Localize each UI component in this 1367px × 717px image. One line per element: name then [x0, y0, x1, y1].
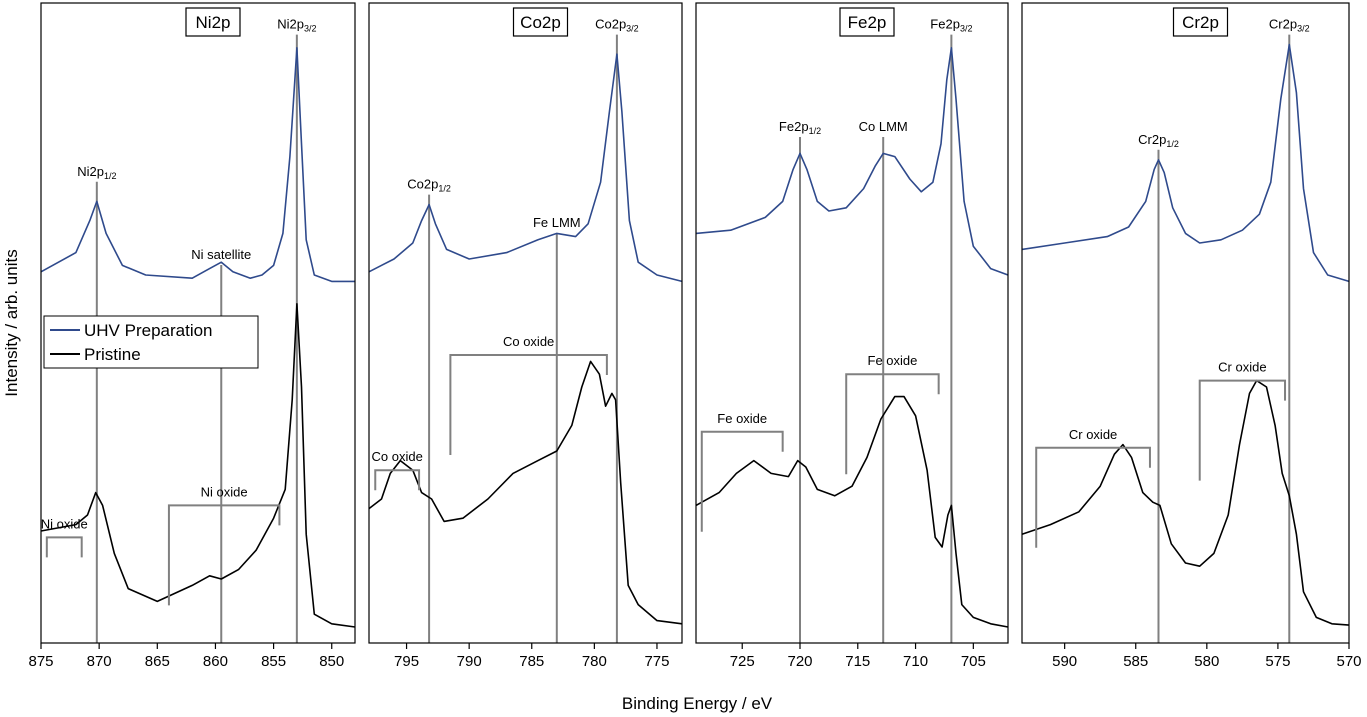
- x-tick-label: 585: [1123, 653, 1148, 670]
- panel-title: Ni2p: [196, 13, 231, 32]
- x-tick-label: 580: [1194, 653, 1219, 670]
- x-tick-label: 785: [519, 653, 544, 670]
- oxide-bracket: [45, 536, 83, 558]
- panel-frame: [40, 2, 356, 644]
- x-tick-label: 795: [394, 653, 419, 670]
- peak-label: Co LMM: [859, 119, 908, 134]
- series-pristine-line: [695, 395, 1009, 628]
- oxide-bracket-label: Fe oxide: [717, 411, 767, 426]
- x-tick-label: 865: [145, 653, 170, 670]
- legend: UHV Preparation Pristine: [43, 315, 259, 369]
- x-axis-title: Binding Energy / eV: [622, 694, 773, 713]
- series-pristine-line: [1021, 379, 1350, 626]
- peak-label: Cr2p1/2: [1138, 132, 1179, 149]
- oxide-bracket: [1035, 446, 1151, 548]
- panel-title-box: [1172, 7, 1229, 37]
- peak-label: Ni2p3/2: [277, 17, 316, 34]
- x-tick-label: 875: [28, 653, 53, 670]
- series-uhv-line: [1021, 43, 1350, 283]
- x-tick-label: 575: [1265, 653, 1290, 670]
- panel-title: Fe2p: [848, 13, 887, 32]
- series-pristine-line: [40, 303, 356, 628]
- oxide-bracket: [1198, 379, 1287, 481]
- x-tick-label: 780: [582, 653, 607, 670]
- oxide-bracket-label: Co oxide: [372, 449, 423, 464]
- legend-box: [43, 315, 259, 369]
- oxide-bracket: [700, 430, 784, 532]
- panel-co2p: Co oxide Co oxide Co2p1/2 Fe LMM Co2p3/2 Co2p…: [368, 2, 683, 670]
- panel-frame: [695, 2, 1009, 644]
- x-tick-label: 715: [845, 653, 870, 670]
- series-pristine-line: [368, 360, 683, 625]
- oxide-bracket-label: Cr oxide: [1218, 360, 1266, 375]
- legend-label-uhv: UHV Preparation: [84, 321, 213, 340]
- peak-label: Co2p1/2: [407, 177, 451, 194]
- series-uhv-line: [40, 47, 355, 283]
- peak-label: Ni satellite: [191, 247, 251, 262]
- x-tick-label: 720: [787, 653, 812, 670]
- x-tick-label: 710: [903, 653, 928, 670]
- peak-label: Cr2p3/2: [1269, 17, 1310, 34]
- peak-label: Ni2p1/2: [77, 164, 116, 181]
- x-tick-label: 790: [457, 653, 482, 670]
- oxide-bracket-label: Fe oxide: [868, 353, 918, 368]
- oxide-bracket-label: Ni oxide: [201, 484, 248, 499]
- panel-ni2p: Ni oxide Ni oxide Ni2p1/2 Ni satellite Ni2p3…: [28, 2, 356, 670]
- x-tick-label: 775: [644, 653, 669, 670]
- panels-layer: Ni oxide Ni oxide Ni2p1/2 Ni satellite Ni2p3…: [28, 2, 1362, 670]
- oxide-bracket: [374, 469, 421, 491]
- panel-title-box: [512, 7, 569, 37]
- x-tick-label: 855: [261, 653, 286, 670]
- x-tick-label: 590: [1052, 653, 1077, 670]
- oxide-bracket: [167, 504, 281, 606]
- oxide-bracket-label: Cr oxide: [1069, 427, 1117, 442]
- oxide-bracket-label: Co oxide: [503, 334, 554, 349]
- oxide-bracket: [449, 354, 608, 455]
- panel-title: Cr2p: [1182, 13, 1219, 32]
- panel-title: Co2p: [520, 13, 561, 32]
- oxide-bracket-label: Ni oxide: [41, 516, 88, 531]
- y-axis-title: Intensity / arb. units: [2, 249, 21, 396]
- panel-title-box: [839, 7, 895, 37]
- panel-frame: [368, 2, 683, 644]
- oxide-bracket: [845, 373, 940, 475]
- x-tick-label: 870: [87, 653, 112, 670]
- panel-title-box: [185, 7, 241, 37]
- x-tick-label: 850: [319, 653, 344, 670]
- peak-label: Fe2p3/2: [930, 17, 972, 34]
- series-uhv-line: [695, 47, 1009, 276]
- panel-frame: [1021, 2, 1350, 644]
- x-tick-label: 705: [961, 653, 986, 670]
- x-tick-label: 725: [730, 653, 755, 670]
- legend-label-pristine: Pristine: [84, 345, 141, 364]
- x-tick-label: 860: [203, 653, 228, 670]
- x-tick-label: 570: [1336, 653, 1361, 670]
- peak-label: Fe LMM: [533, 215, 581, 230]
- panel-cr2p: Cr oxide Cr oxide Cr2p1/2 Cr2p3/2 Cr2p 590 585…: [1021, 2, 1362, 670]
- panel-fe2p: Fe oxide Fe oxide Fe2p1/2 Co LMM Fe2p3/2 Fe2p…: [695, 2, 1009, 670]
- peak-label: Fe2p1/2: [779, 119, 821, 136]
- peak-label: Co2p3/2: [595, 17, 639, 34]
- series-uhv-line: [368, 53, 683, 283]
